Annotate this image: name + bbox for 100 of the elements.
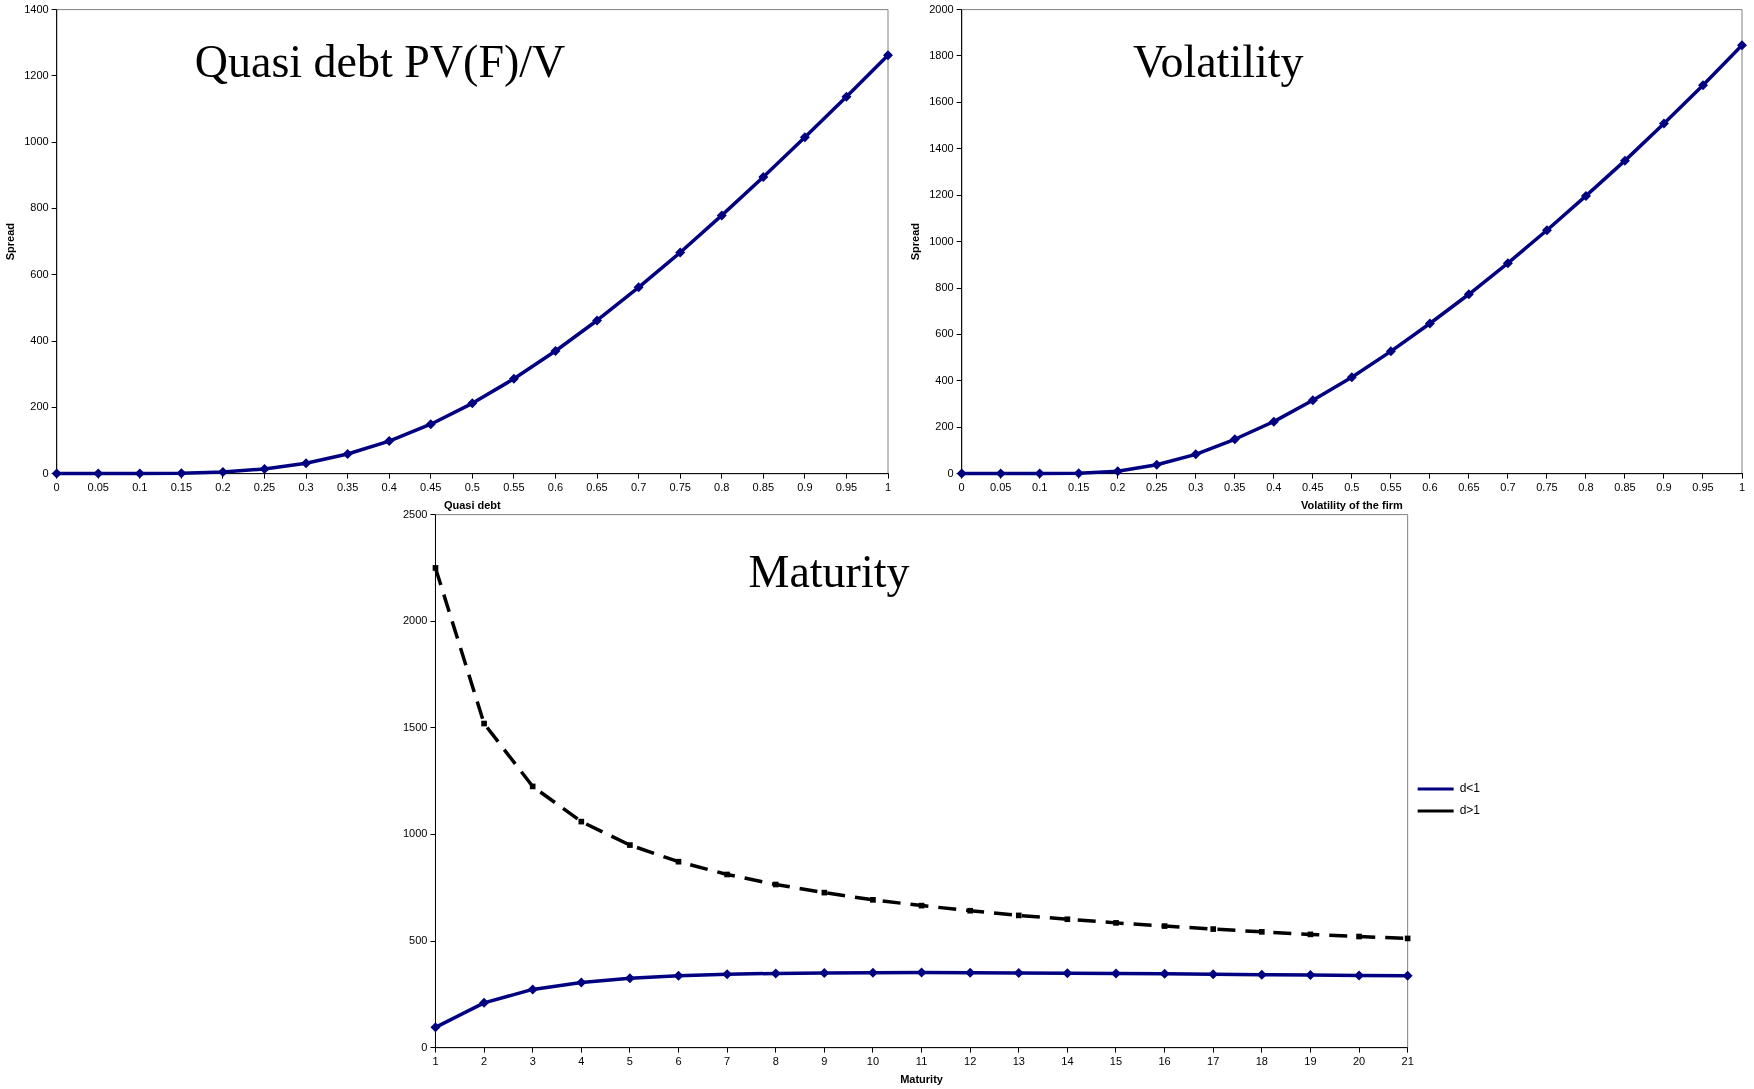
x-axis-title: Quasi debt — [443, 499, 502, 512]
x-tick-label: 0.1 — [132, 481, 148, 494]
point — [967, 907, 973, 914]
point — [508, 373, 519, 384]
x-tick-label: 0.45 — [1302, 481, 1324, 494]
x-tick-label: 8 — [772, 1055, 779, 1068]
x-tick-label: 0.05 — [989, 481, 1012, 494]
x-tick-label: 12 — [964, 1055, 977, 1068]
point — [1258, 929, 1265, 935]
point — [1305, 970, 1316, 981]
point — [578, 818, 585, 825]
point — [1356, 933, 1362, 940]
point — [1161, 923, 1168, 929]
point — [1541, 225, 1552, 236]
y-axis-title: Spread — [908, 222, 921, 261]
y-tick-label: 600 — [30, 267, 49, 280]
point — [176, 468, 187, 479]
point — [1385, 346, 1396, 357]
y-axis-title: Spread — [3, 222, 16, 261]
y-tick-label: 2000 — [402, 614, 428, 627]
y-tick-label: 1400 — [24, 2, 49, 15]
point — [467, 398, 478, 409]
x-tick-label: 0.95 — [835, 481, 858, 494]
point — [1737, 40, 1747, 51]
x-tick-label: 5 — [626, 1055, 633, 1068]
point — [1463, 289, 1474, 300]
y-tick-label: 800 — [30, 201, 49, 214]
point — [758, 171, 769, 182]
y-tick-label: 0 — [947, 466, 954, 479]
x-tick-label: 0.4 — [381, 481, 397, 494]
point — [550, 345, 561, 356]
x-tick-label: 0.85 — [1614, 481, 1636, 494]
x-tick-label: 0.85 — [752, 481, 775, 494]
point — [1658, 118, 1669, 129]
x-tick-label: 0.2 — [1110, 481, 1126, 494]
x-tick-label: 0.55 — [503, 481, 525, 494]
x-tick-label: 0.95 — [1692, 481, 1714, 494]
point — [384, 436, 395, 447]
x-tick-label: 19 — [1304, 1055, 1317, 1068]
point — [633, 282, 644, 293]
x-tick-label: 7 — [724, 1055, 731, 1068]
x-axis-title: Maturity — [900, 1073, 944, 1086]
y-tick-label: 0 — [421, 1040, 428, 1053]
point — [883, 50, 893, 61]
x-tick-label: 17 — [1207, 1055, 1220, 1068]
y-tick-label: 200 — [30, 400, 49, 413]
point — [479, 997, 490, 1008]
y-tick-label: 1800 — [929, 49, 954, 62]
x-tick-label: 14 — [1061, 1055, 1074, 1068]
x-tick-label: 9 — [821, 1055, 828, 1068]
x-tick-label: 0.75 — [1536, 481, 1558, 494]
point — [1307, 395, 1318, 406]
y-tick-label: 2500 — [402, 507, 428, 520]
x-tick-label: 0.9 — [797, 481, 813, 494]
point — [1229, 434, 1240, 445]
x-tick-label: 3 — [529, 1055, 536, 1068]
x-tick-label: 0.15 — [170, 481, 193, 494]
x-tick-label: 6 — [675, 1055, 682, 1068]
x-tick-label: 11 — [915, 1055, 928, 1068]
x-tick-label: 1 — [432, 1055, 439, 1068]
y-tick-label: 400 — [935, 373, 954, 386]
x-tick-label: 0 — [53, 481, 60, 494]
text: Maturity — [748, 545, 910, 597]
x-tick-label: 0.8 — [1578, 481, 1594, 494]
x-tick-label: 0.5 — [1344, 481, 1360, 494]
x-tick-label: 0.5 — [464, 481, 480, 494]
point — [481, 720, 487, 727]
point — [1151, 459, 1162, 470]
y-tick-label: 1200 — [24, 68, 49, 81]
x-tick-label: 0.25 — [1146, 481, 1168, 494]
y-tick-label: 200 — [935, 420, 954, 433]
point — [1268, 416, 1279, 427]
y-tick-label: 1000 — [402, 827, 428, 840]
point — [432, 565, 439, 571]
y-tick-label: 1200 — [929, 188, 954, 201]
text: Volatility — [1133, 36, 1304, 88]
y-tick-label: 1000 — [929, 234, 954, 247]
point — [430, 1022, 441, 1033]
x-tick-label: 0.2 — [215, 481, 231, 494]
x-tick-label: 0.65 — [586, 481, 608, 494]
x-tick-label: 15 — [1109, 1055, 1123, 1068]
x-tick-label: 0.25 — [253, 481, 276, 494]
x-tick-label: 0.35 — [336, 481, 359, 494]
point — [1064, 916, 1071, 923]
x-tick-label: 0.1 — [1032, 481, 1048, 494]
x-tick-label: 16 — [1158, 1055, 1171, 1068]
x-tick-label: 0.75 — [669, 481, 691, 494]
point — [1015, 912, 1022, 919]
x-tick-label: 0.6 — [1422, 481, 1438, 494]
x-tick-label: 0.4 — [1266, 481, 1282, 494]
x-axis-title: Volatility of the firm — [1300, 499, 1403, 512]
text: Quasi debt PV(F)/V — [194, 36, 566, 88]
point — [592, 315, 603, 326]
y-tick-label: 400 — [30, 334, 49, 347]
x-tick-label: 18 — [1255, 1055, 1268, 1068]
x-tick-label: 0.05 — [87, 481, 109, 494]
point — [527, 984, 538, 995]
y-tick-label: 800 — [935, 281, 954, 294]
y-tick-label: 600 — [935, 327, 954, 340]
y-tick-label: 1400 — [929, 141, 954, 154]
